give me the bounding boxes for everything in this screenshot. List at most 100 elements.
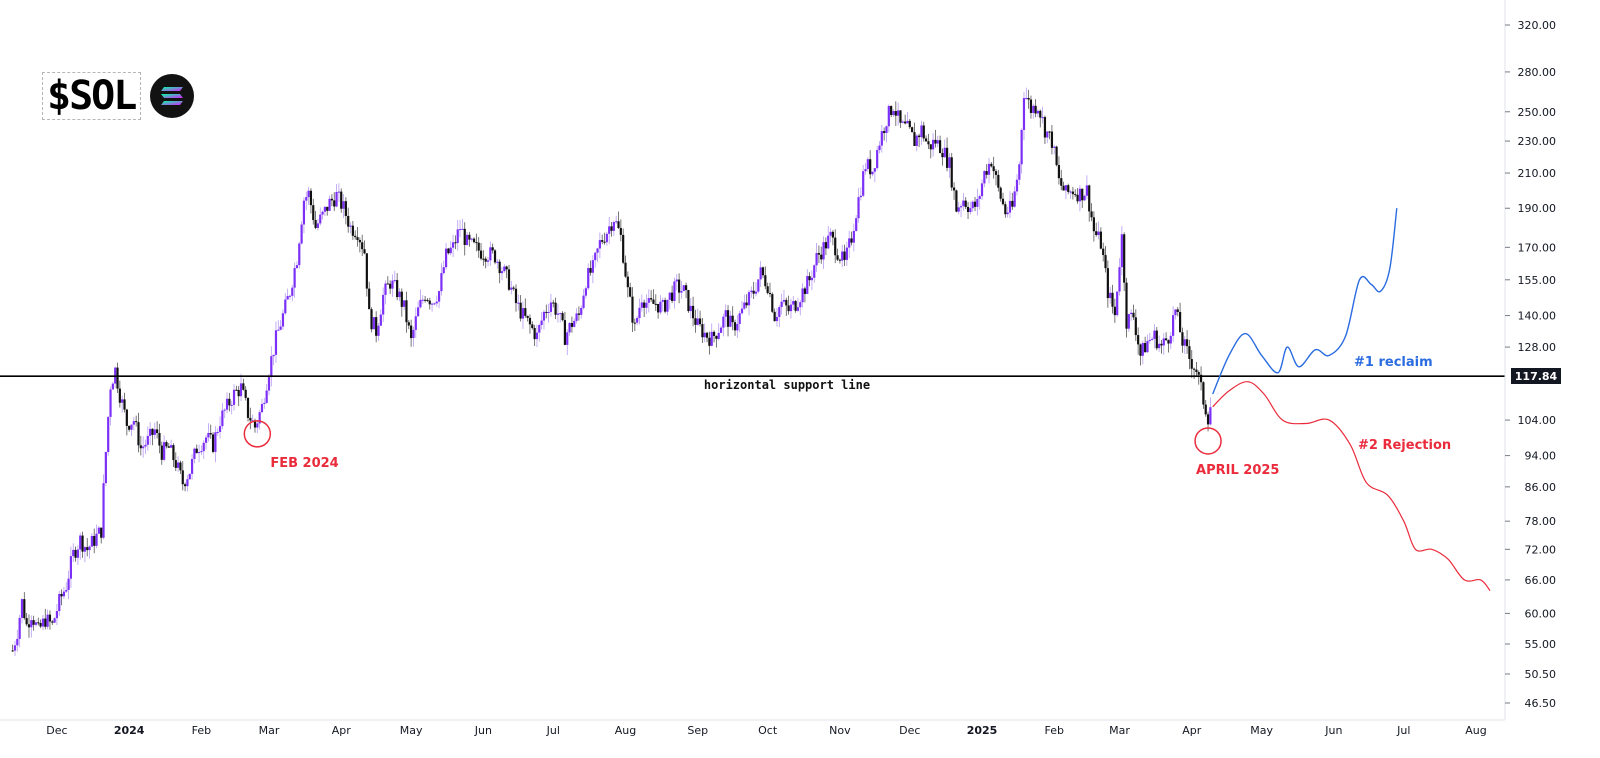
candle-body [526,315,529,318]
candle-body [479,250,483,259]
candle-body [601,240,604,242]
candle-body [976,198,979,207]
candle-body [272,354,275,357]
candle-body [225,398,229,410]
candle-body [221,410,224,427]
candle-body [708,337,711,346]
candle-body [640,302,643,308]
candle-body [407,322,410,326]
candle-body [535,332,539,340]
candle-body [747,292,751,306]
candle-body [454,242,457,244]
candle-body [810,277,814,281]
candle-body [23,599,26,619]
candle-body [277,329,280,331]
candle-body [377,325,380,336]
time-tick-label: Jun [1324,724,1342,737]
candle-body [312,205,315,221]
candle-body [1116,291,1119,316]
candle-body [202,442,205,452]
candle-body [610,226,613,231]
candle-body [337,191,340,193]
candle-body [1199,374,1203,383]
candle-body [759,267,762,280]
candle-body [1071,191,1075,195]
candle-body [216,431,219,433]
ticker-logo: $SOL [42,72,141,120]
candle-body [44,618,47,627]
rejection-scenario-label: #2 Rejection [1358,438,1451,453]
candle-body [232,389,236,405]
candle-body [246,397,250,418]
price-tick-label: 55.00 [1525,638,1557,651]
candle-body [1158,343,1161,349]
candle-body [519,302,522,319]
candle-body [379,314,382,326]
candle-body [1132,312,1135,318]
candle-body [18,617,21,639]
candle-body [626,276,629,288]
candle-body [149,428,152,436]
candle-body [368,288,371,310]
candle-body [514,288,518,304]
candle-body [1102,248,1105,256]
candle-body [510,287,513,290]
candle-body [79,535,82,550]
candle-body [340,191,343,209]
candle-body [1053,146,1056,148]
candle-body [787,305,790,312]
price-tick-label: 250.00 [1518,106,1557,119]
candle-body [820,254,823,260]
candle-body [1206,414,1210,425]
candle-body [1090,211,1093,218]
candle-body [869,159,872,175]
candle-body [1162,338,1165,346]
candle-body [675,279,678,282]
price-axis-ticks: 320.00 280.00 250.00 230.00 210.00 190.00 170.… [1505,19,1556,710]
candle-body [719,327,723,333]
candle-body [1043,117,1047,138]
candle-body [274,330,278,355]
rejection-scenario-path[interactable] [1212,381,1491,592]
candle-body [1074,194,1077,196]
price-tick-label: 280.00 [1518,66,1557,79]
candle-body [1013,191,1016,207]
candle-body [128,425,131,430]
candle-body [207,433,210,438]
candle-body [545,311,548,313]
candle-body [568,323,571,333]
candle-body [911,127,914,133]
candle-body [859,195,862,198]
candle-body [172,445,175,461]
candle-body [629,287,632,297]
candle-body [941,153,944,158]
candle-body [664,300,667,312]
candle-body [328,198,331,211]
candle-body [1137,335,1140,345]
candle-body [46,614,49,627]
candle-body [1183,339,1186,346]
candle-body [405,300,408,323]
price-tick-label: 94.00 [1525,450,1557,463]
candle-body [754,291,758,294]
candle-body [1083,195,1086,201]
candle-body [761,267,765,276]
price-tick-label: 128.00 [1518,341,1557,354]
candle-body [76,549,80,558]
candle-body [503,266,506,272]
candle-body [321,211,324,215]
candle-body [188,473,191,480]
candle-body [363,249,366,254]
candle-body [966,206,970,212]
candle-body [41,618,45,627]
candle-body [927,141,930,145]
candle-body [55,611,59,619]
candle-body [1078,188,1081,202]
circled-lows: FEB 2024 APRIL 2025 [243,420,1279,478]
candle-body [319,214,322,224]
candle-body [498,261,501,274]
reclaim-scenario-path[interactable] [1212,208,1398,395]
candle-body [999,187,1002,199]
candle-body [288,295,292,297]
